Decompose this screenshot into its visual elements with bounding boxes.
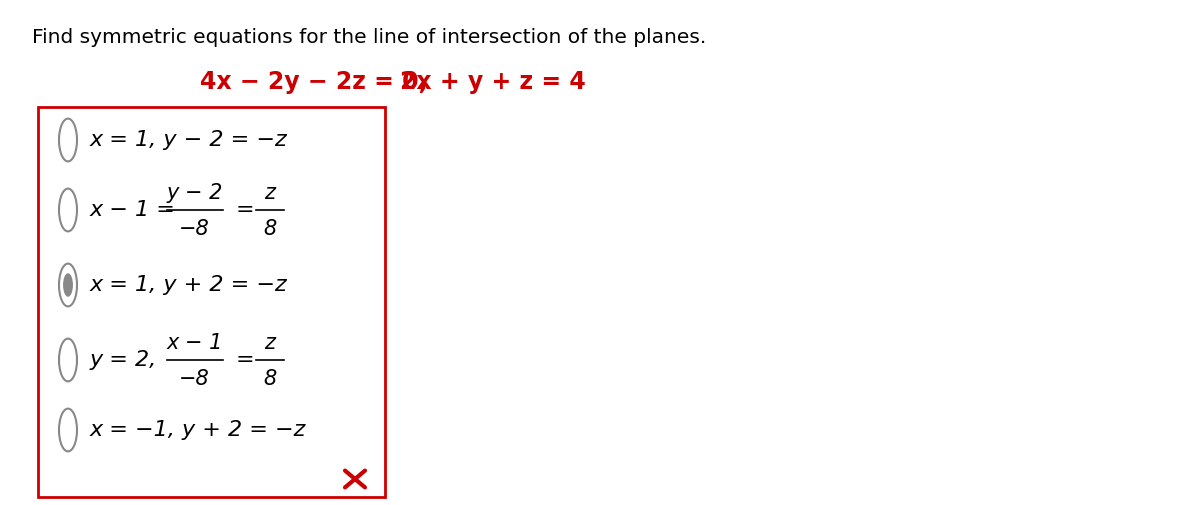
Text: 2x + y + z = 4: 2x + y + z = 4 xyxy=(400,70,586,94)
Text: 4x − 2y − 2z = 0,: 4x − 2y − 2z = 0, xyxy=(200,70,427,94)
Text: x = 1, y − 2 = −z: x = 1, y − 2 = −z xyxy=(90,130,288,150)
Text: x = 1, y + 2 = −z: x = 1, y + 2 = −z xyxy=(90,275,288,295)
Text: x − 1 =: x − 1 = xyxy=(90,200,182,220)
Text: x = −1, y + 2 = −z: x = −1, y + 2 = −z xyxy=(90,420,306,440)
Text: −8: −8 xyxy=(179,219,210,239)
Text: 8: 8 xyxy=(263,219,276,239)
Bar xyxy=(38,107,385,497)
Text: 8: 8 xyxy=(263,369,276,389)
Text: z: z xyxy=(264,183,275,203)
Text: −8: −8 xyxy=(179,369,210,389)
Ellipse shape xyxy=(64,273,73,297)
Text: y = 2,: y = 2, xyxy=(90,350,172,370)
Text: x − 1: x − 1 xyxy=(167,333,223,353)
Text: z: z xyxy=(264,333,275,353)
Text: y − 2: y − 2 xyxy=(167,183,223,203)
Text: Find symmetric equations for the line of intersection of the planes.: Find symmetric equations for the line of… xyxy=(32,28,707,47)
Text: =: = xyxy=(235,350,254,370)
Text: =: = xyxy=(235,200,254,220)
